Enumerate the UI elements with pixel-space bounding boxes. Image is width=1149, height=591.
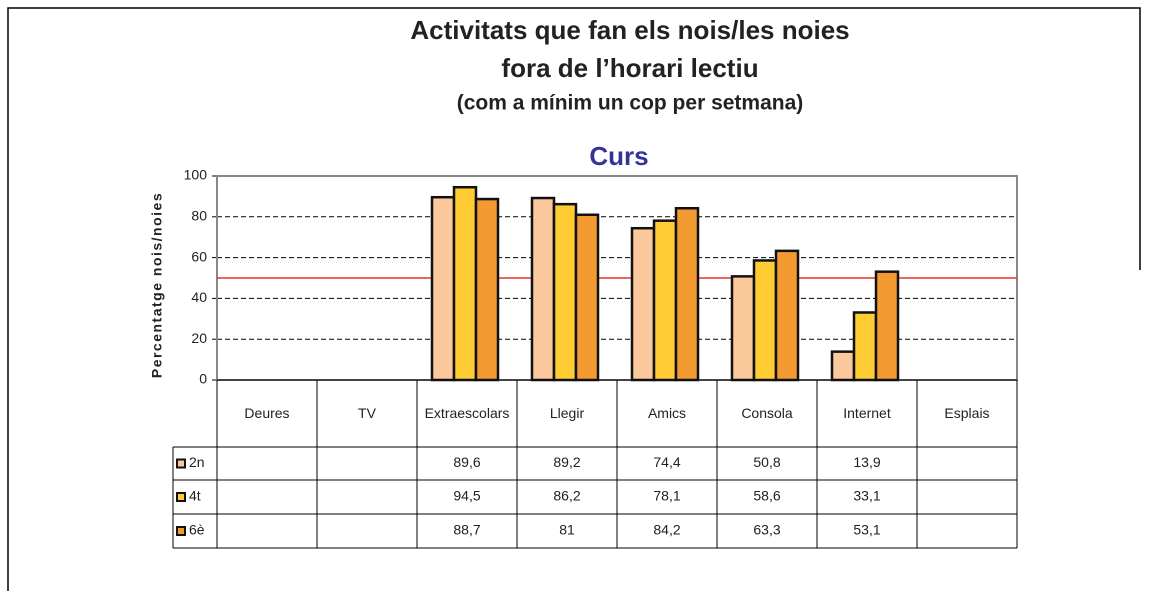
bar — [652, 219, 678, 382]
value-label: 88,7 — [453, 522, 480, 538]
plot-title: Curs — [589, 141, 648, 171]
value-label: 86,2 — [553, 488, 580, 504]
x-tick-label: Deures — [244, 404, 290, 421]
category-cell: Amics — [647, 404, 687, 421]
x-tick-label: Extraescolars — [424, 404, 510, 421]
y-tick-label: 0 — [199, 371, 207, 387]
bar — [730, 275, 756, 382]
x-tick-label: TV — [358, 404, 376, 421]
value-label: 74,4 — [653, 454, 680, 470]
value-label: 89,6 — [453, 454, 480, 470]
bar — [530, 196, 556, 382]
value-label: 89,2 — [553, 454, 580, 470]
value-label: 58,6 — [753, 488, 780, 504]
x-tick-label: Esplais — [944, 404, 990, 421]
category-cell: Deures — [244, 404, 290, 421]
bar — [574, 213, 600, 382]
value-label: 78,1 — [653, 488, 680, 504]
chart-subtitle: (com a mínim un cop per setmana) — [457, 92, 804, 115]
legend-label: 2n — [189, 454, 205, 470]
bar — [874, 270, 900, 382]
x-tick-label: Internet — [843, 404, 891, 421]
legend-label: 4t — [189, 488, 201, 504]
x-tick-label: Consola — [741, 404, 793, 421]
value-label: 50,8 — [753, 454, 780, 470]
category-cell: Esplais — [944, 404, 990, 421]
y-tick-label: 40 — [191, 289, 207, 305]
y-axis-label: Percentatge nois/noies — [149, 192, 165, 378]
category-cell: Internet — [843, 404, 891, 421]
legend-label: 6è — [189, 522, 205, 538]
legend-swatch — [176, 492, 186, 502]
bar — [552, 202, 578, 382]
y-tick-label: 20 — [191, 330, 207, 346]
legend-swatch — [176, 526, 186, 536]
y-tick-label: 60 — [191, 248, 207, 264]
y-tick-label: 100 — [184, 167, 208, 183]
bar — [752, 259, 778, 382]
x-tick-label: Amics — [647, 404, 687, 421]
bar — [630, 226, 656, 382]
legend-swatch — [176, 458, 186, 469]
value-label: 33,1 — [853, 488, 880, 504]
value-label: 63,3 — [753, 522, 780, 538]
bar — [852, 311, 878, 382]
value-label: 53,1 — [853, 522, 880, 538]
chart-title-line2: fora de l’horari lectiu — [501, 53, 758, 83]
chart-title: Activitats que fan els nois/les noies — [410, 15, 849, 45]
value-label: 13,9 — [853, 454, 880, 470]
category-cell: Consola — [741, 404, 793, 421]
value-label: 94,5 — [453, 488, 480, 504]
value-label: 81 — [559, 522, 575, 538]
bar — [830, 350, 856, 382]
category-cell: Extraescolars — [424, 404, 510, 421]
category-cell: TV — [358, 404, 376, 421]
bar — [474, 197, 500, 382]
y-tick-label: 80 — [191, 208, 207, 224]
bar — [452, 185, 478, 382]
x-tick-label: Llegir — [549, 404, 585, 421]
bar — [674, 206, 700, 382]
bar — [774, 249, 800, 382]
bar — [430, 195, 456, 382]
category-cell: Llegir — [549, 404, 585, 421]
frame — [7, 7, 1141, 591]
value-label: 84,2 — [653, 522, 680, 538]
